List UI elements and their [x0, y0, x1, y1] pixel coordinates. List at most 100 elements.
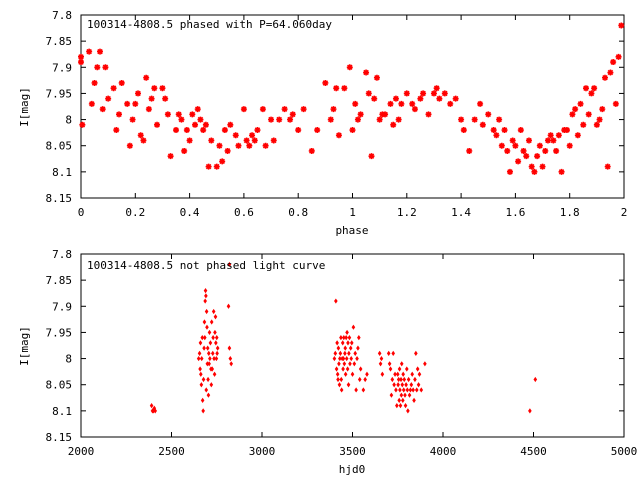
- data-point: [206, 392, 211, 398]
- y-tick-label: 7.85: [46, 35, 73, 48]
- data-point: [401, 371, 405, 377]
- data-point: [558, 168, 565, 175]
- data-point: [78, 53, 84, 60]
- data-point: [395, 116, 402, 123]
- data-point: [416, 382, 421, 388]
- data-point: [151, 85, 158, 92]
- data-point: [363, 376, 367, 383]
- data-point: [394, 387, 398, 393]
- data-point: [365, 90, 372, 97]
- data-point: [401, 397, 405, 403]
- data-point: [162, 95, 169, 102]
- x-tick-label: 2000: [68, 445, 95, 458]
- data-point: [336, 345, 341, 351]
- data-point: [208, 340, 213, 346]
- data-point: [200, 127, 207, 134]
- data-point: [361, 387, 366, 393]
- data-point: [148, 95, 155, 102]
- x-tick-label: 0.6: [234, 206, 254, 219]
- data-point: [412, 397, 416, 403]
- x-tick-label: 1.8: [560, 206, 580, 219]
- data-point: [249, 132, 256, 139]
- data-point: [91, 79, 98, 86]
- data-point: [337, 361, 341, 367]
- data-point: [403, 403, 408, 409]
- data-point: [341, 85, 348, 92]
- data-point: [479, 121, 486, 128]
- data-point: [534, 153, 541, 160]
- x-axis-label: phase: [335, 224, 368, 237]
- chart-title: 100314-4808.5 not phased light curve: [87, 259, 325, 272]
- data-point: [206, 350, 211, 356]
- x-tick-label: 1.4: [451, 206, 471, 219]
- x-tick-label: 0: [78, 206, 85, 219]
- x-axis-ticks: 2000 2500 3000 3500 4000 4500 5000: [68, 254, 637, 458]
- data-point: [410, 371, 415, 377]
- data-point: [102, 64, 109, 71]
- data-point: [181, 147, 188, 154]
- data-point: [341, 366, 345, 372]
- data-point: [140, 137, 147, 144]
- data-point: [496, 116, 503, 123]
- data-point: [604, 163, 611, 170]
- data-point: [164, 111, 171, 118]
- data-point: [213, 329, 217, 336]
- x-tick-label: 0.8: [288, 206, 308, 219]
- data-point: [493, 132, 500, 139]
- data-point: [452, 95, 459, 102]
- x-tick-label: 3500: [339, 445, 366, 458]
- data-point: [352, 361, 357, 367]
- data-point: [240, 106, 247, 113]
- x-tick-label: 0.2: [125, 206, 145, 219]
- data-point: [186, 137, 193, 144]
- data-point: [580, 121, 587, 128]
- data-point: [396, 382, 400, 388]
- data-point: [354, 116, 361, 123]
- data-point: [399, 361, 404, 367]
- data-point: [339, 335, 343, 341]
- data-point: [403, 392, 407, 398]
- data-point: [178, 116, 185, 123]
- y-axis-label: I[mag]: [18, 326, 31, 366]
- data-point: [409, 382, 414, 388]
- y-tick-label: 7.9: [52, 300, 72, 313]
- data-point: [368, 153, 375, 160]
- data-point: [206, 376, 210, 383]
- data-point: [401, 387, 406, 393]
- data-point: [246, 142, 253, 149]
- data-point: [349, 127, 356, 134]
- data-point: [214, 355, 219, 362]
- data-point: [504, 147, 511, 154]
- data-point: [212, 371, 217, 377]
- data-point: [553, 147, 560, 154]
- x-tick-label: 1: [349, 206, 356, 219]
- data-point: [588, 90, 595, 97]
- data-point: [259, 106, 266, 113]
- data-point: [490, 127, 497, 134]
- data-point: [574, 132, 581, 139]
- data-point: [577, 100, 584, 107]
- data-point: [436, 95, 443, 102]
- data-point: [212, 355, 216, 362]
- chart-title: 100314-4808.5 phased with P=64.060day: [87, 18, 332, 31]
- data-point: [596, 116, 603, 123]
- data-point: [357, 335, 361, 341]
- data-point: [215, 345, 220, 351]
- data-point: [235, 142, 242, 149]
- data-point: [466, 147, 473, 154]
- data-point: [229, 361, 234, 367]
- data-point: [202, 319, 207, 325]
- data-point: [209, 382, 214, 388]
- data-point: [352, 100, 359, 107]
- data-point: [334, 366, 339, 372]
- y-tick-label: 8.1: [52, 166, 72, 179]
- data-point: [153, 408, 158, 414]
- data-point: [339, 387, 344, 393]
- data-point: [342, 361, 347, 367]
- data-point: [515, 158, 522, 165]
- data-point: [348, 345, 353, 351]
- data-point: [205, 163, 212, 170]
- data-point: [159, 85, 166, 92]
- data-point: [396, 376, 401, 383]
- data-point: [351, 324, 356, 330]
